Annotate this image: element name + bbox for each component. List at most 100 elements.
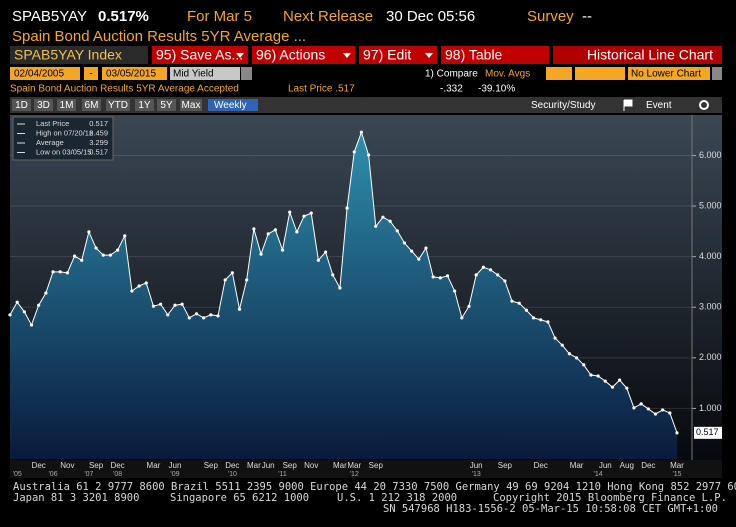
settings-icon[interactable] bbox=[699, 100, 709, 110]
point bbox=[381, 215, 385, 219]
range-button-label[interactable]: 1D bbox=[15, 100, 28, 111]
point bbox=[37, 303, 41, 307]
range-button[interactable] bbox=[106, 99, 130, 111]
toolbar-button[interactable] bbox=[252, 46, 355, 64]
toolbar-button[interactable] bbox=[441, 46, 549, 64]
toolbar-button[interactable] bbox=[152, 46, 248, 64]
mov-avgs[interactable]: Mov. Avgs bbox=[485, 69, 530, 80]
point bbox=[510, 299, 514, 303]
lower-chart-dropdown[interactable] bbox=[712, 67, 722, 80]
view-title[interactable]: Historical Line Chart bbox=[587, 47, 713, 63]
for-date: For Mar 5 bbox=[187, 8, 252, 25]
tool-label[interactable]: Event bbox=[646, 100, 672, 111]
point bbox=[316, 258, 320, 262]
mov-avg-box[interactable] bbox=[575, 67, 625, 80]
field-box[interactable] bbox=[170, 67, 240, 80]
point bbox=[245, 278, 249, 282]
toolbar-button-label[interactable]: 95) Save As... bbox=[156, 47, 243, 63]
point bbox=[668, 411, 672, 415]
range-button[interactable] bbox=[57, 99, 76, 111]
range-button[interactable] bbox=[12, 99, 31, 111]
footer-item: Copyright 2015 Bloomberg Finance L.P. bbox=[493, 492, 727, 504]
dropdown-arrow[interactable] bbox=[343, 53, 351, 58]
range-button-label[interactable]: 5Y bbox=[160, 100, 173, 111]
point bbox=[374, 224, 378, 228]
point bbox=[288, 210, 292, 214]
view-box[interactable] bbox=[553, 46, 722, 64]
lower-chart[interactable]: No Lower Chart bbox=[631, 69, 701, 80]
point bbox=[216, 314, 220, 318]
toolbar-button-label[interactable]: 97) Edit bbox=[363, 47, 411, 63]
last-value-tag bbox=[694, 426, 722, 439]
x-year-label: '05 bbox=[13, 471, 22, 478]
point bbox=[359, 130, 364, 134]
x-tick-label: Mar bbox=[670, 461, 684, 470]
x-tick-label: Sep bbox=[89, 461, 104, 470]
tool-label[interactable]: Security/Study bbox=[531, 100, 595, 111]
end-date[interactable]: 03/05/2015 bbox=[106, 69, 156, 80]
next-release-label: Next Release bbox=[283, 8, 373, 25]
mov-avg-box[interactable] bbox=[546, 67, 572, 80]
x-tick-label: Dec bbox=[534, 461, 548, 470]
point bbox=[72, 254, 77, 258]
point bbox=[280, 248, 285, 252]
x-tick-label: Jun bbox=[470, 461, 483, 470]
point bbox=[58, 270, 62, 274]
range-button-label[interactable]: 3D bbox=[37, 100, 50, 111]
range-button[interactable] bbox=[157, 99, 176, 111]
start-date-box[interactable] bbox=[10, 67, 80, 80]
separator-box bbox=[84, 67, 98, 80]
field[interactable]: Mid Yield bbox=[173, 69, 214, 80]
point bbox=[15, 300, 19, 304]
next-release: 30 Dec 05:56 bbox=[386, 8, 475, 25]
point bbox=[402, 241, 407, 245]
lower-chart-box[interactable] bbox=[628, 67, 710, 80]
point bbox=[144, 281, 148, 285]
range-button[interactable] bbox=[82, 99, 101, 111]
point bbox=[546, 320, 550, 324]
x-tick-label: Sep bbox=[204, 461, 219, 470]
legend-label: High on 07/20/12 bbox=[36, 128, 93, 137]
y-tick-label: 4.000 bbox=[699, 251, 722, 261]
toolbar-button-label[interactable]: 96) Actions bbox=[256, 47, 325, 63]
start-date[interactable]: 02/04/2005 bbox=[14, 69, 64, 80]
x-tick-label: Nov bbox=[60, 461, 74, 470]
compare[interactable]: 1) Compare bbox=[425, 69, 478, 80]
range-buttons: 1D 3D 1M 6M YTD 1Y 5Y Max Weekly Security/Study Ev… bbox=[12, 99, 709, 111]
footer-item: Japan 81 3 3201 8900 bbox=[13, 492, 139, 504]
point bbox=[661, 408, 665, 412]
dropdown-arrow[interactable] bbox=[425, 53, 433, 58]
legend-value: 0.517 bbox=[89, 119, 108, 128]
change-pct: -39.10% bbox=[478, 84, 515, 95]
x-tick-label: Jun bbox=[169, 461, 182, 470]
security[interactable]: SPAB5YAY Index bbox=[14, 47, 122, 63]
range-button-label[interactable]: YTD bbox=[108, 100, 128, 111]
area bbox=[10, 132, 677, 459]
period-button[interactable] bbox=[208, 99, 258, 111]
range-button[interactable] bbox=[180, 99, 202, 111]
period-label[interactable]: Weekly bbox=[214, 100, 247, 111]
point bbox=[8, 313, 12, 317]
range-button-label[interactable]: 1Y bbox=[138, 100, 151, 111]
field-dropdown[interactable] bbox=[241, 67, 252, 80]
x-year-label: '07 bbox=[84, 471, 93, 478]
range-button-label[interactable]: 1M bbox=[60, 100, 74, 111]
range-button-label[interactable]: Max bbox=[182, 100, 201, 111]
point bbox=[388, 219, 392, 223]
point bbox=[589, 373, 593, 377]
dropdown-arrow[interactable] bbox=[236, 53, 244, 58]
range-button-label[interactable]: 6M bbox=[85, 100, 99, 111]
toolbar-button[interactable] bbox=[359, 46, 437, 64]
range-button[interactable] bbox=[135, 99, 154, 111]
description: Spain Bond Auction Results 5YR Average .… bbox=[12, 28, 306, 45]
security-box[interactable] bbox=[10, 46, 148, 64]
point bbox=[187, 316, 191, 320]
toolbar-button-label[interactable]: 98) Table bbox=[445, 47, 503, 63]
flag-icon[interactable] bbox=[623, 99, 633, 111]
end-date-box[interactable] bbox=[102, 67, 167, 80]
range-button[interactable] bbox=[34, 99, 53, 111]
point bbox=[123, 234, 127, 238]
point bbox=[639, 402, 643, 406]
point bbox=[467, 304, 471, 308]
